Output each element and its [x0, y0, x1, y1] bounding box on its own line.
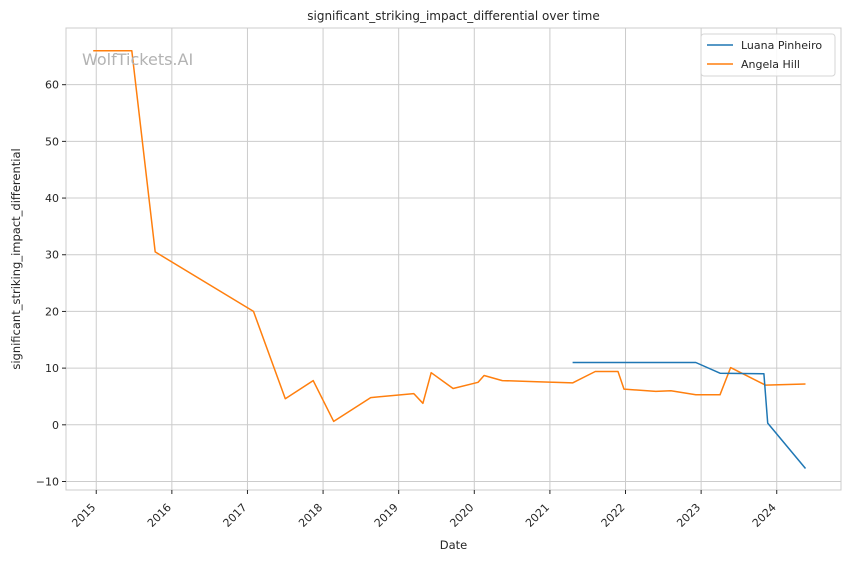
y-tick-label: 30 — [45, 249, 59, 262]
y-tick-label: 0 — [52, 419, 59, 432]
x-tick-label: 2019 — [372, 501, 401, 530]
watermark: WolfTickets.AI — [82, 50, 193, 69]
y-tick-label: 50 — [45, 135, 59, 148]
x-tick-label: 2017 — [221, 501, 250, 530]
y-tick-label: 60 — [45, 79, 59, 92]
x-tick-label: 2021 — [523, 501, 552, 530]
x-tick-label: 2018 — [296, 501, 325, 530]
series-layer — [93, 49, 807, 469]
x-axis-ticks: 2015 2016 2017 2018 2019 2020 2021 2022 2023 2024 — [69, 490, 779, 530]
y-tick-label: 20 — [45, 305, 59, 318]
x-tick-label: 2020 — [447, 501, 476, 530]
x-axis-label: Date — [440, 538, 468, 552]
x-tick-label: 2023 — [674, 501, 703, 530]
x-tick-label: 2024 — [750, 501, 779, 530]
y-tick-label: 10 — [45, 362, 59, 375]
y-tick-label: −10 — [36, 475, 59, 488]
legend-label-luana-pinheiro: Luana Pinheiro — [741, 39, 822, 52]
x-tick-label: 2022 — [599, 501, 628, 530]
y-axis-label: significant_striking_impact_differential — [9, 148, 23, 369]
legend-label-angela-hill: Angela Hill — [741, 58, 800, 71]
x-tick-label: 2016 — [145, 501, 174, 530]
legend: Luana Pinheiro Angela Hill — [700, 33, 836, 77]
plot-area — [65, 27, 842, 491]
series-line-angela-hill — [93, 49, 806, 423]
y-tick-label: 40 — [45, 192, 59, 205]
chart-title: significant_striking_impact_differential… — [307, 9, 599, 23]
grid — [66, 28, 841, 490]
y-axis-ticks: −10 0 10 20 30 40 50 60 — [36, 79, 66, 488]
series-line-luana-pinheiro — [572, 361, 807, 469]
legend-box — [700, 33, 836, 77]
x-tick-label: 2015 — [69, 501, 98, 530]
